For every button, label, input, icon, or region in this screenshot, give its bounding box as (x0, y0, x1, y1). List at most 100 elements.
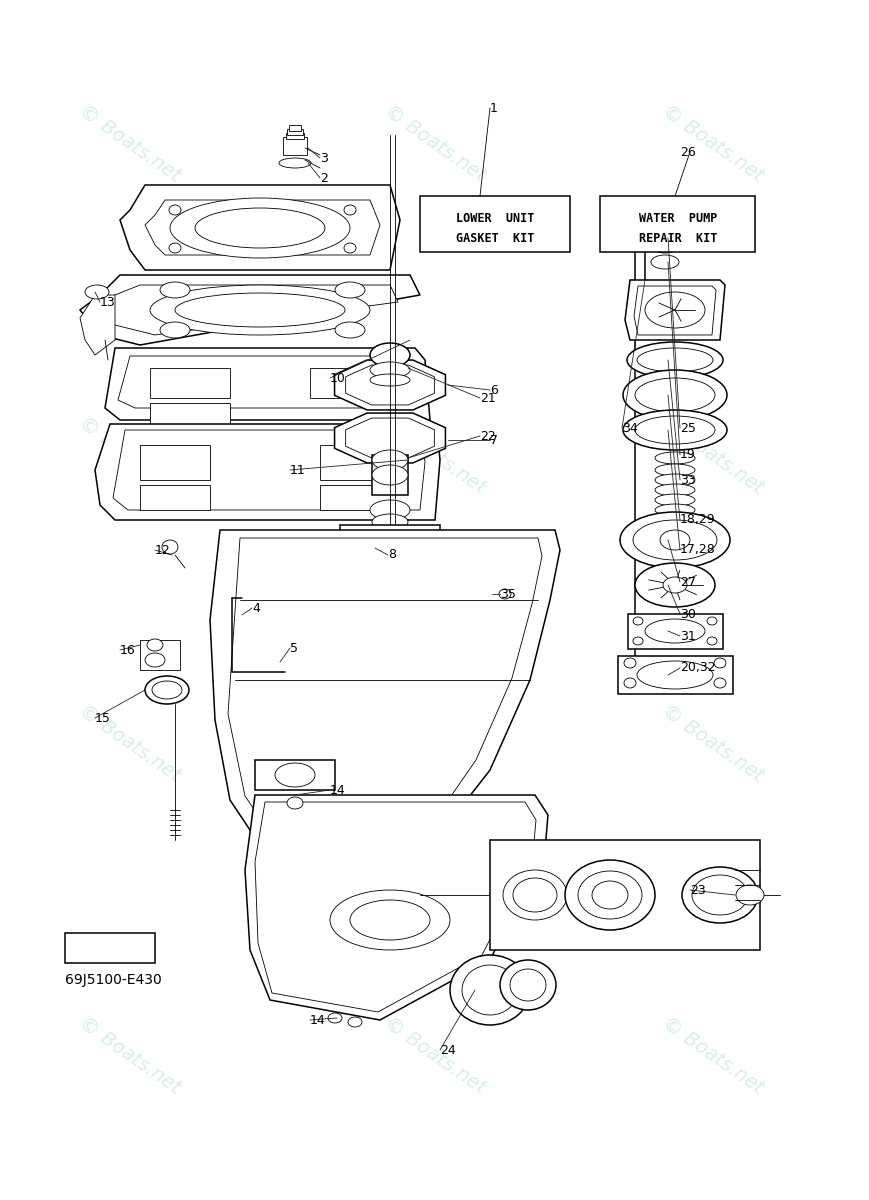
Polygon shape (625, 280, 725, 340)
Polygon shape (100, 284, 398, 335)
Ellipse shape (633, 617, 643, 625)
Ellipse shape (85, 284, 109, 299)
Text: 6: 6 (490, 384, 498, 396)
Bar (140, 485, 210, 510)
Bar (150, 403, 230, 433)
Bar (255, 760, 335, 790)
Ellipse shape (655, 474, 695, 486)
Ellipse shape (162, 540, 178, 554)
Ellipse shape (328, 1013, 342, 1022)
Bar (368, 540, 403, 565)
Text: FWD: FWD (94, 942, 126, 954)
Ellipse shape (372, 514, 408, 530)
Ellipse shape (620, 512, 730, 568)
Ellipse shape (633, 520, 717, 560)
Polygon shape (80, 295, 115, 355)
Ellipse shape (623, 370, 727, 420)
Ellipse shape (655, 464, 695, 476)
Bar (253, 608, 318, 646)
Text: 18,29: 18,29 (680, 514, 716, 527)
Polygon shape (245, 794, 548, 1020)
Text: 27: 27 (680, 576, 696, 588)
Bar (310, 368, 390, 398)
Ellipse shape (462, 965, 518, 1015)
Text: 24: 24 (440, 1044, 455, 1056)
Bar (372, 455, 408, 494)
Ellipse shape (592, 881, 628, 910)
Ellipse shape (653, 242, 677, 253)
Ellipse shape (578, 871, 642, 919)
Text: 34: 34 (622, 421, 638, 434)
Ellipse shape (624, 678, 636, 688)
Ellipse shape (645, 619, 705, 643)
Polygon shape (346, 365, 434, 404)
Bar (628, 614, 723, 649)
Ellipse shape (348, 1018, 362, 1027)
Text: © Boats.net: © Boats.net (76, 702, 184, 786)
Text: 7: 7 (490, 433, 498, 446)
Text: 11: 11 (290, 463, 306, 476)
Ellipse shape (692, 875, 748, 914)
Bar (65, 934, 155, 962)
Text: 8: 8 (388, 548, 396, 562)
Ellipse shape (633, 637, 643, 646)
Ellipse shape (635, 416, 715, 444)
Ellipse shape (637, 348, 713, 372)
Ellipse shape (736, 886, 764, 905)
Polygon shape (335, 360, 446, 410)
Ellipse shape (370, 500, 410, 520)
Text: © Boats.net: © Boats.net (659, 1014, 766, 1098)
Polygon shape (120, 185, 400, 270)
Text: 31: 31 (680, 630, 696, 642)
Ellipse shape (335, 322, 365, 338)
Text: 20,32: 20,32 (680, 661, 716, 674)
Text: WATER  PUMP: WATER PUMP (639, 211, 717, 224)
Text: 5: 5 (290, 642, 298, 654)
Ellipse shape (645, 292, 705, 328)
Text: 21: 21 (480, 391, 495, 404)
Bar (258, 613, 313, 641)
Text: 1: 1 (490, 102, 498, 114)
Ellipse shape (330, 890, 450, 950)
Bar (345, 530, 435, 560)
Text: 10: 10 (330, 372, 346, 384)
Ellipse shape (376, 538, 404, 550)
Bar (287, 128, 303, 134)
Ellipse shape (160, 282, 190, 298)
Polygon shape (228, 538, 542, 866)
Text: © Boats.net: © Boats.net (76, 1014, 184, 1098)
Polygon shape (634, 286, 716, 335)
Ellipse shape (714, 678, 726, 688)
Bar (286, 133, 304, 139)
Ellipse shape (195, 208, 325, 248)
Ellipse shape (503, 870, 567, 920)
Polygon shape (105, 348, 430, 420)
Ellipse shape (152, 680, 182, 698)
Ellipse shape (510, 970, 546, 1001)
Text: 19: 19 (680, 449, 696, 462)
Bar (140, 445, 210, 480)
Ellipse shape (370, 374, 410, 386)
Ellipse shape (350, 900, 430, 940)
Ellipse shape (499, 589, 511, 599)
Ellipse shape (637, 661, 713, 689)
Text: 14: 14 (310, 1014, 326, 1026)
Ellipse shape (627, 342, 723, 378)
Text: 35: 35 (500, 588, 516, 600)
Bar (600, 196, 755, 252)
Polygon shape (75, 935, 140, 960)
Polygon shape (80, 275, 420, 346)
Text: 17,28: 17,28 (680, 544, 716, 557)
Bar (340, 526, 440, 565)
Bar (490, 840, 760, 950)
Text: LOWER  UNIT: LOWER UNIT (456, 211, 534, 224)
Polygon shape (346, 418, 434, 458)
Ellipse shape (651, 254, 679, 269)
Ellipse shape (344, 205, 356, 215)
Ellipse shape (160, 322, 190, 338)
Ellipse shape (370, 362, 410, 378)
Ellipse shape (663, 577, 687, 593)
Bar (618, 656, 733, 694)
Ellipse shape (370, 343, 410, 367)
Bar (150, 368, 230, 398)
